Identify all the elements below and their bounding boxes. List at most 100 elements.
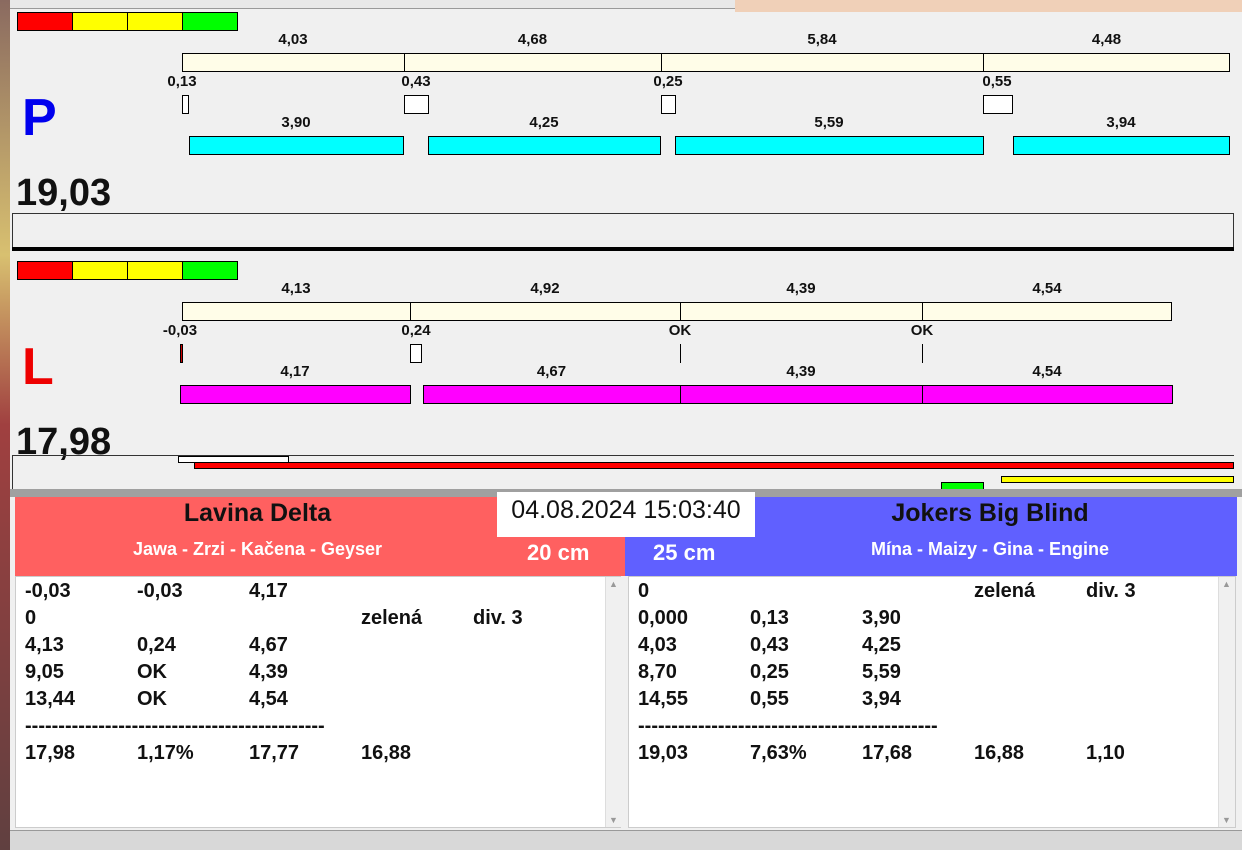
gap-box — [180, 344, 183, 363]
track-label: 4,92 — [530, 280, 560, 297]
left-scrollbar[interactable]: ▲ ▼ — [605, 577, 621, 827]
gap-label: 0,13 — [167, 73, 197, 90]
gap-tick — [922, 344, 923, 363]
run-label: 4,39 — [786, 363, 816, 380]
track-divider — [680, 302, 681, 321]
track-label: 4,54 — [1032, 280, 1062, 297]
track-label: 4,48 — [1091, 31, 1122, 48]
run-label: 4,67 — [536, 363, 567, 380]
progress-yellow — [1001, 476, 1234, 483]
track-divider — [661, 53, 662, 72]
left-results: -0,03 -0,03 4,17 0 zelená div. 3 4,13 0,24 4,67 9… — [15, 576, 621, 828]
run-bar — [680, 385, 923, 404]
gap-tick — [680, 344, 681, 363]
status-segment — [127, 12, 183, 31]
track-label: 4,03 — [278, 31, 308, 48]
run-label: 5,59 — [814, 114, 844, 131]
top-tabs — [10, 0, 735, 9]
datetime: 04.08.2024 15:03:40 — [497, 492, 755, 537]
result-cell: OK — [137, 661, 167, 683]
right-results: 0 zelená div. 3 0,000 0,13 3,90 4,03 0,43 4,25 8,… — [628, 576, 1236, 828]
result-cell: zelená — [361, 607, 423, 629]
result-cell: 4,54 — [249, 688, 288, 710]
gap-box — [410, 344, 422, 363]
track-divider — [410, 302, 411, 321]
top-right-strip — [735, 0, 1242, 12]
team-letter: L — [22, 338, 54, 396]
result-cell: 0,55 — [750, 688, 789, 710]
result-cell: 1,10 — [1086, 742, 1125, 764]
run-bar — [428, 136, 661, 155]
track-label: 5,84 — [807, 31, 837, 48]
result-cell: -0,03 — [25, 580, 71, 602]
run-label: 4,54 — [1032, 363, 1062, 380]
right-scrollbar[interactable]: ▲ ▼ — [1218, 577, 1235, 827]
total-time: 19,03 — [16, 172, 112, 214]
gap-label: OK — [910, 322, 934, 339]
status-segment — [17, 12, 73, 31]
run-bar — [675, 136, 984, 155]
result-cell: 0 — [638, 580, 650, 602]
gap-box — [983, 95, 1013, 114]
result-cell: 3,94 — [862, 688, 901, 710]
track-divider — [922, 302, 923, 321]
window-left-edge — [0, 0, 10, 850]
status-segment — [72, 12, 128, 31]
result-cell: 14,55 — [638, 688, 689, 710]
result-cell: OK — [137, 688, 167, 710]
team-letter: P — [22, 89, 57, 147]
result-cell: zelená — [974, 580, 1036, 602]
total-time: 17,98 — [16, 421, 112, 463]
track-divider — [404, 53, 405, 72]
status-segment — [127, 261, 183, 280]
status-segment — [182, 12, 238, 31]
track-label: 4,39 — [786, 280, 816, 297]
track-bar — [182, 53, 1230, 72]
result-cell: ----------------------------------------… — [638, 715, 938, 737]
run-bar — [1013, 136, 1230, 155]
result-cell: div. 3 — [1086, 580, 1136, 602]
status-segment — [17, 261, 73, 280]
result-cell: 17,77 — [249, 742, 300, 764]
track-label: 4,13 — [281, 280, 311, 297]
result-cell: ----------------------------------------… — [25, 715, 325, 737]
status-segment — [72, 261, 128, 280]
track-divider — [983, 53, 984, 72]
result-cell: 9,05 — [25, 661, 64, 683]
result-cell: -0,03 — [137, 580, 183, 602]
run-label: 3,94 — [1106, 114, 1136, 131]
right-team-name: Jokers Big Blind — [891, 499, 1089, 527]
left-size: 20 cm — [527, 540, 590, 565]
result-cell: 0,000 — [638, 607, 689, 629]
result-cell: 7,63% — [750, 742, 807, 764]
gap-label: OK — [668, 322, 692, 339]
result-cell: 17,98 — [25, 742, 76, 764]
result-cell: 5,59 — [862, 661, 901, 683]
left-dogs: Jawa - Zrzi - Kačena - Geyser — [132, 539, 383, 559]
result-cell: 4,67 — [249, 634, 288, 656]
result-cell: 0,24 — [137, 634, 176, 656]
left-team-name: Lavina Delta — [183, 499, 332, 527]
run-bar — [423, 385, 681, 404]
track-bar — [182, 302, 1172, 321]
run-label: 3,90 — [281, 114, 311, 131]
gap-label: 0,25 — [653, 73, 683, 90]
run-bar — [922, 385, 1173, 404]
result-cell: 16,88 — [974, 742, 1025, 764]
result-cell: 4,13 — [25, 634, 64, 656]
result-cell: 19,03 — [638, 742, 689, 764]
run-label: 4,17 — [280, 363, 310, 380]
gap-label: 0,24 — [401, 322, 431, 339]
run-label: 4,25 — [529, 114, 559, 131]
result-cell: 4,03 — [638, 634, 677, 656]
gap-label: 0,43 — [401, 73, 431, 90]
result-cell: 0,43 — [750, 634, 789, 656]
status-segment — [182, 261, 238, 280]
l-lower-box — [12, 455, 1234, 489]
result-cell: 13,44 — [25, 688, 76, 710]
run-bar — [180, 385, 411, 404]
right-dogs: Mína - Maizy - Gina - Engine — [870, 539, 1110, 559]
result-cell: 1,17% — [137, 742, 194, 764]
result-cell: 17,68 — [862, 742, 913, 764]
result-cell: div. 3 — [473, 607, 523, 629]
